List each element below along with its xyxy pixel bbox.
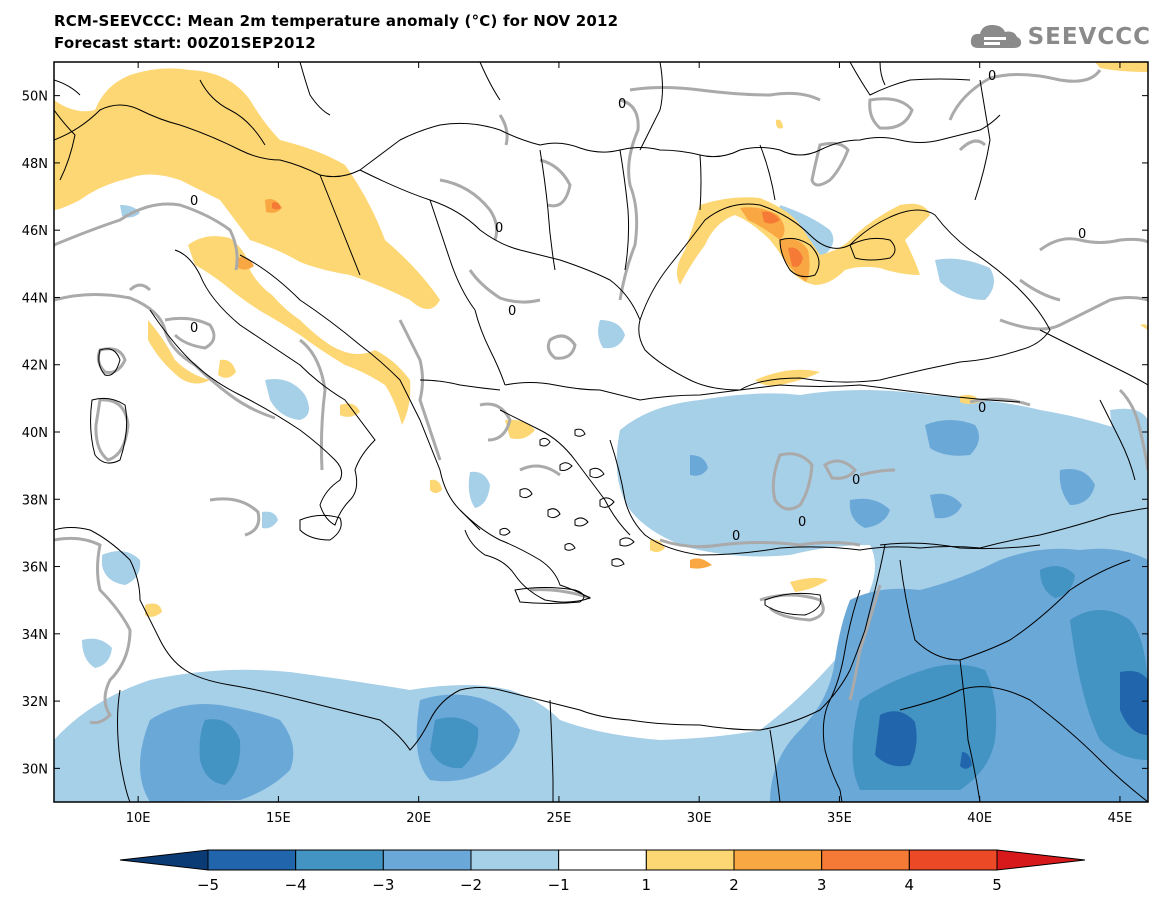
latitude-axis: 50N 48N 46N 44N 42N 40N 38N 36N 34N 32N 30N xyxy=(22,90,1148,777)
contour-labels: 0 0 0 0 0 0 0 0 0 0 0 xyxy=(190,69,1086,544)
lon-tick-label: 35E xyxy=(827,811,852,826)
lat-tick-label: 32N xyxy=(22,695,48,710)
lon-tick-label: 45E xyxy=(1108,811,1133,826)
lon-tick-label: 30E xyxy=(687,811,712,826)
lat-tick-label: 38N xyxy=(22,493,48,508)
contour-label: 0 xyxy=(618,97,626,112)
aegean-islands xyxy=(499,428,635,567)
colorbar-label: 4 xyxy=(905,876,915,894)
contour-label: 0 xyxy=(190,194,198,209)
lat-tick-label: 40N xyxy=(22,426,48,441)
contour-label: 0 xyxy=(798,515,806,530)
contour-label: 0 xyxy=(732,529,740,544)
colorbar-arrow-high xyxy=(996,849,1086,871)
borders xyxy=(54,62,1148,802)
colorbar-label: −2 xyxy=(460,876,482,894)
contour-label: 0 xyxy=(495,221,503,236)
forecast-start-subtitle: Forecast start: 00Z01SEP2012 xyxy=(54,34,316,52)
colorbar-label: 3 xyxy=(817,876,827,894)
lon-tick-label: 25E xyxy=(547,811,572,826)
contour-label: 0 xyxy=(1078,227,1086,242)
lat-tick-label: 46N xyxy=(22,224,48,239)
lat-tick-label: 36N xyxy=(22,561,48,576)
lon-tick-label: 20E xyxy=(406,811,431,826)
colorbar-label: −1 xyxy=(548,876,570,894)
lat-tick-label: 44N xyxy=(22,291,48,306)
colorbar-segment xyxy=(295,849,384,871)
colorbar-segment xyxy=(733,849,823,871)
logo-text: SEEVCCC xyxy=(1027,24,1151,50)
contour-label: 0 xyxy=(988,69,996,84)
colorbar-segment xyxy=(207,849,297,871)
zero-contours xyxy=(54,69,1148,725)
contour-label: 0 xyxy=(190,321,198,336)
colorbar-label: 5 xyxy=(992,876,1002,894)
contour-label: 0 xyxy=(508,304,516,319)
colorbar-segment xyxy=(645,849,735,871)
colorbar: −5 −4 −3 −2 −1 1 2 3 4 5 xyxy=(119,849,1086,894)
lat-tick-label: 34N xyxy=(22,628,48,643)
longitude-axis: 10E 15E 20E 25E 30E 35E 40E 45E xyxy=(126,62,1133,826)
lat-tick-label: 50N xyxy=(22,90,48,105)
colorbar-segment xyxy=(821,849,910,871)
colorbar-segment xyxy=(908,849,998,871)
lon-tick-label: 40E xyxy=(967,811,992,826)
colorbar-label: −3 xyxy=(372,876,394,894)
lat-tick-label: 42N xyxy=(22,359,48,374)
colorbar-segment xyxy=(558,849,647,871)
lat-tick-label: 48N xyxy=(22,157,48,172)
colorbar-label: −4 xyxy=(285,876,307,894)
seevccc-logo: SEEVCCC xyxy=(970,20,1151,54)
colorbar-segment xyxy=(470,849,560,871)
lat-tick-label: 30N xyxy=(22,762,48,777)
colorbar-label: −5 xyxy=(197,876,219,894)
lon-tick-label: 10E xyxy=(126,811,151,826)
anomaly-fill-minus4 xyxy=(875,671,1148,769)
colorbar-label: 2 xyxy=(729,876,739,894)
map-area: 0 0 0 0 0 0 0 0 0 0 0 xyxy=(54,62,1148,802)
cloud-icon xyxy=(970,25,1021,48)
lon-tick-label: 15E xyxy=(266,811,291,826)
contour-label: 0 xyxy=(852,473,860,488)
anomaly-fill-plus3 xyxy=(272,202,803,267)
colorbar-label: 1 xyxy=(642,876,652,894)
colorbar-arrow-low xyxy=(119,849,209,871)
contour-label: 0 xyxy=(978,401,986,416)
map-title: RCM-SEEVCCC: Mean 2m temperature anomaly… xyxy=(54,12,619,30)
colorbar-segment xyxy=(382,849,472,871)
